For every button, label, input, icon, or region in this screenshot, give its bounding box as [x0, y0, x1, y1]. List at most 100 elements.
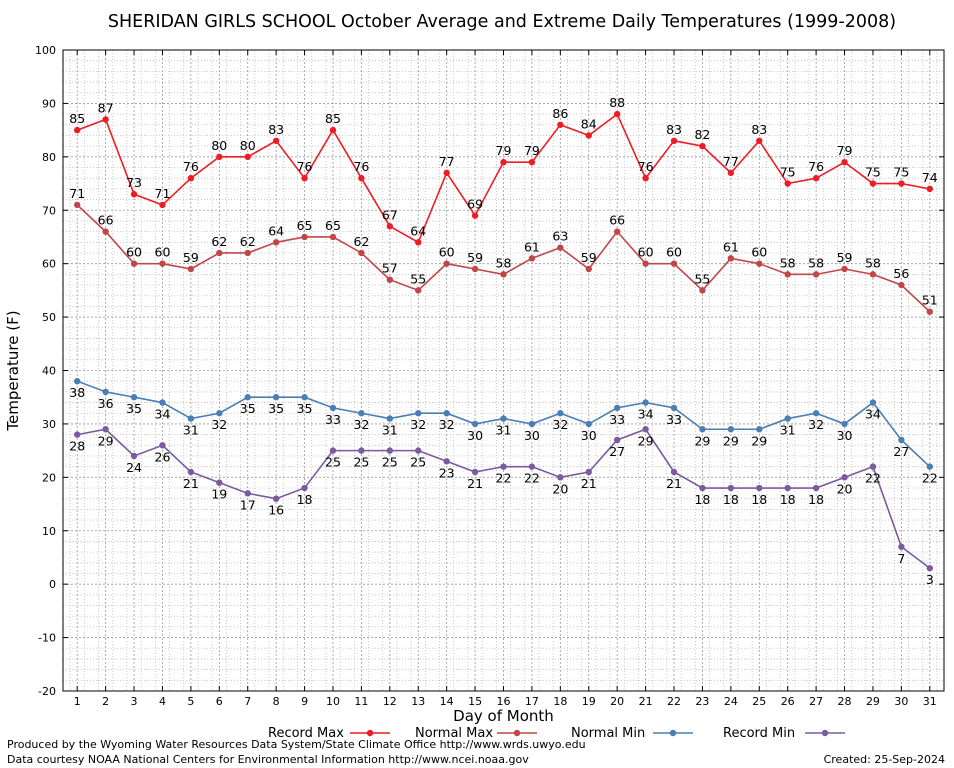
data-label: 60 [751, 245, 767, 260]
x-axis-label: Day of Month [453, 707, 554, 725]
data-point [670, 137, 678, 145]
data-point [898, 281, 905, 289]
data-point [756, 137, 763, 145]
x-tick-label: 11 [354, 695, 368, 708]
y-tick-label: 0 [49, 578, 56, 591]
data-label: 22 [524, 471, 540, 486]
data-label: 75 [865, 165, 881, 180]
data-label: 31 [780, 423, 796, 438]
data-label: 38 [69, 385, 85, 400]
data-point [699, 287, 706, 294]
data-source-credit: Data courtesy NOAA National Centers for … [7, 753, 529, 766]
data-label: 17 [240, 497, 256, 512]
data-point [898, 436, 905, 444]
data-point [301, 484, 308, 492]
data-label: 60 [126, 245, 142, 260]
data-point [557, 410, 564, 417]
x-tick-label: 23 [695, 695, 709, 708]
data-label: 64 [410, 223, 426, 238]
data-label: 3 [926, 572, 934, 587]
series-normal-max: 71 66 60 60 59 62 62 64 65 65 62 57 55 60 59 58 61 63 59 66… [69, 186, 938, 315]
data-label: 60 [666, 245, 682, 260]
data-label: 56 [893, 266, 909, 281]
data-point [358, 175, 365, 182]
data-point [500, 271, 507, 278]
data-label: 62 [211, 234, 227, 249]
y-tick-label: 60 [42, 258, 56, 271]
data-point [727, 255, 735, 262]
data-label: 69 [467, 197, 483, 212]
data-point [415, 447, 422, 454]
data-label: 29 [98, 433, 114, 448]
data-label: 71 [155, 186, 171, 201]
data-point [898, 543, 905, 550]
data-point [926, 185, 933, 193]
data-point [187, 468, 195, 476]
data-point [471, 265, 479, 273]
data-label: 25 [325, 455, 341, 470]
data-point [74, 126, 81, 134]
y-tick-label: 50 [42, 311, 56, 324]
data-point [130, 191, 138, 198]
data-label: 35 [240, 401, 256, 416]
series-normal-min: 38 36 35 34 31 32 35 35 35 33 32 31 32 32 30 31 30 32 30 33… [69, 377, 938, 486]
data-label: 59 [183, 250, 199, 265]
y-tick-label: -20 [38, 685, 56, 698]
x-tick-label: 24 [724, 695, 738, 708]
data-label: 21 [183, 476, 199, 491]
data-label: 18 [808, 492, 824, 507]
x-tick-label: 26 [781, 695, 795, 708]
data-point [130, 260, 138, 267]
data-label: 7 [897, 551, 905, 566]
data-point [869, 271, 877, 278]
data-point [329, 233, 337, 241]
data-label: 35 [268, 401, 284, 416]
data-point [471, 212, 479, 219]
data-label: 55 [694, 271, 710, 286]
data-label: 34 [865, 407, 881, 422]
data-label: 76 [808, 159, 824, 174]
data-point [642, 260, 649, 267]
data-label: 58 [780, 255, 796, 270]
data-point [272, 394, 280, 401]
data-point [869, 463, 877, 470]
data-label: 31 [183, 423, 199, 438]
data-label: 26 [155, 449, 171, 464]
data-label: 36 [98, 396, 114, 411]
data-point [812, 271, 820, 278]
x-tick-label: 27 [809, 695, 823, 708]
x-tick-label: 13 [411, 695, 425, 708]
data-point [272, 137, 280, 145]
data-label: 20 [552, 481, 568, 496]
data-point [443, 169, 450, 177]
data-label: 85 [69, 111, 85, 126]
data-point [415, 239, 422, 246]
data-point [585, 132, 592, 139]
data-point [386, 276, 394, 283]
data-point [613, 228, 621, 235]
data-label: 18 [751, 492, 767, 507]
data-point [272, 239, 280, 246]
y-tick-label: 30 [42, 418, 56, 431]
data-point [898, 180, 905, 187]
y-tick-label: 10 [42, 525, 56, 538]
legend-label: Record Min [723, 726, 795, 741]
data-point [528, 255, 536, 262]
data-label: 86 [552, 106, 568, 121]
data-point [926, 564, 933, 572]
data-label: 85 [325, 111, 341, 126]
data-label: 28 [69, 439, 85, 454]
data-point [386, 415, 394, 422]
data-point [926, 308, 933, 315]
data-point [528, 420, 536, 428]
legend-marker [366, 729, 374, 737]
data-point [841, 265, 848, 273]
data-point [727, 484, 735, 492]
data-label: 29 [694, 433, 710, 448]
x-tick-label: 31 [923, 695, 937, 708]
data-point [585, 420, 592, 428]
data-label: 67 [382, 207, 398, 222]
data-point [415, 287, 422, 294]
data-label: 77 [723, 154, 739, 169]
